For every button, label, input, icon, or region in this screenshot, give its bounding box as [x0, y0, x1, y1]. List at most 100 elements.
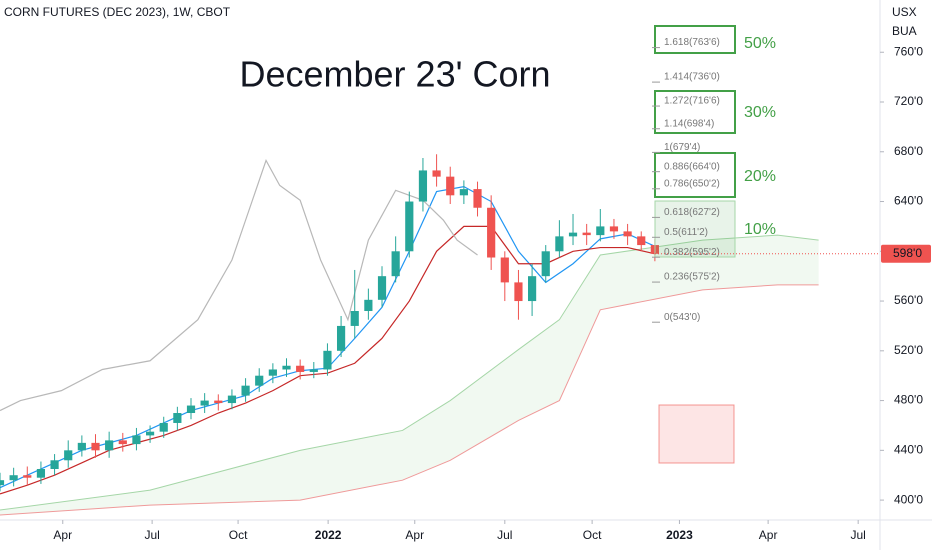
cloud	[0, 234, 819, 516]
target-label: 10%	[744, 221, 776, 238]
candle-body	[227, 395, 237, 404]
target-label: 30%	[744, 104, 776, 121]
fib-label: 0.786(650'2)	[664, 178, 720, 189]
x-tick-label: Jul	[497, 528, 512, 542]
y-tick-label: 520'0	[894, 343, 923, 357]
candle-body	[541, 251, 550, 277]
candle-body	[186, 405, 196, 414]
y-tick-label: 480'0	[894, 393, 923, 407]
candle-body	[555, 236, 564, 252]
chart-title: CORN FUTURES (DEC 2023), 1W, CBOT	[4, 5, 231, 19]
candle-body	[77, 442, 86, 451]
candle-body	[446, 176, 455, 196]
y-tick-label: 440'0	[894, 443, 923, 457]
x-tick-label: Oct	[583, 528, 602, 542]
x-tick-label: Jul	[850, 528, 865, 542]
x-tick-label: Apr	[759, 528, 778, 542]
candle-body	[50, 460, 59, 469]
fib-label: 1.272(716'6)	[664, 96, 720, 107]
target-box	[654, 25, 736, 54]
fib-label: 1.414(736'0)	[664, 72, 720, 83]
candle-body	[473, 189, 482, 208]
x-tick-label: Jul	[144, 528, 159, 542]
fib-label: 0.382(595'2)	[664, 247, 720, 258]
candle-body	[241, 385, 250, 396]
candle-body	[268, 369, 277, 376]
candle-body	[64, 450, 73, 461]
candle-body	[255, 375, 264, 386]
y-tick-label: 640'0	[894, 194, 923, 208]
candle-body	[173, 413, 182, 423]
candle-body	[159, 422, 168, 432]
x-tick-label: 2023	[666, 528, 693, 542]
target-box	[654, 152, 736, 198]
candle-body	[296, 365, 305, 372]
candle-body	[132, 435, 141, 445]
unit-label: USX	[892, 5, 917, 19]
candle-body	[200, 400, 209, 406]
candle-body	[91, 442, 100, 451]
y-tick-label: 720'0	[894, 94, 923, 108]
candle-body	[145, 431, 155, 436]
candle-body	[36, 468, 46, 478]
candle-body	[637, 236, 646, 246]
candle-body	[623, 231, 632, 237]
candle-body	[118, 440, 127, 445]
candle-body	[350, 311, 359, 326]
x-tick-label: Apr	[405, 528, 424, 542]
candle-body	[282, 365, 291, 370]
fib-label: 0.236(575'2)	[664, 272, 720, 283]
last-price-label: 598'0	[893, 246, 922, 260]
candle-body	[364, 299, 373, 312]
fib-label: 1(679'4)	[664, 142, 700, 153]
last-price-tag	[881, 244, 931, 263]
cloud-area	[0, 235, 819, 516]
stop-box	[658, 404, 735, 464]
candle-body	[609, 226, 619, 232]
candle-body	[336, 325, 346, 351]
fib-label: 1.618(763'6)	[664, 37, 720, 48]
candle-body	[405, 201, 414, 252]
y-tick-label: 680'0	[894, 144, 923, 158]
cloud-lower	[0, 284, 819, 516]
candle-body	[500, 257, 509, 283]
y-tick-label: 760'0	[894, 44, 923, 58]
candle-body	[418, 170, 428, 202]
candle-body	[391, 251, 400, 277]
y-tick-label: 400'0	[894, 492, 923, 506]
candle-body	[9, 475, 18, 481]
candle-body	[309, 369, 318, 372]
target-box	[654, 200, 736, 258]
candle-body	[323, 350, 332, 370]
target-label: 50%	[744, 35, 776, 52]
candle-body	[432, 170, 441, 177]
x-tick-label: Apr	[53, 528, 72, 542]
candle-body	[0, 480, 5, 486]
fib-label: 0.618(627'2)	[664, 207, 720, 218]
y-tick-label: 560'0	[894, 293, 923, 307]
x-tick-label: 2022	[315, 528, 342, 542]
candle-body	[514, 282, 523, 302]
candle-body	[568, 232, 578, 237]
annotation: December 23' Corn	[239, 54, 550, 95]
candle-body	[487, 207, 496, 258]
unit-label: BUA	[892, 24, 917, 38]
fib-label: 1.14(698'4)	[664, 118, 714, 129]
fib-label: 0.886(664'0)	[664, 161, 720, 172]
candle-body	[459, 189, 468, 196]
target-box	[654, 90, 736, 134]
candle-body	[528, 276, 537, 302]
candle-body	[214, 400, 223, 404]
candle-body	[582, 232, 591, 236]
x-tick-label: Oct	[229, 528, 248, 542]
candle-body	[377, 276, 387, 300]
indicator-line	[0, 158, 478, 412]
candle-body	[596, 226, 605, 236]
fib-label: 0(543'0)	[664, 312, 700, 323]
cloud-upper	[0, 234, 819, 511]
candle-body	[105, 440, 114, 451]
candle-body	[23, 475, 32, 478]
fib-label: 0.5(611'2)	[664, 227, 708, 238]
